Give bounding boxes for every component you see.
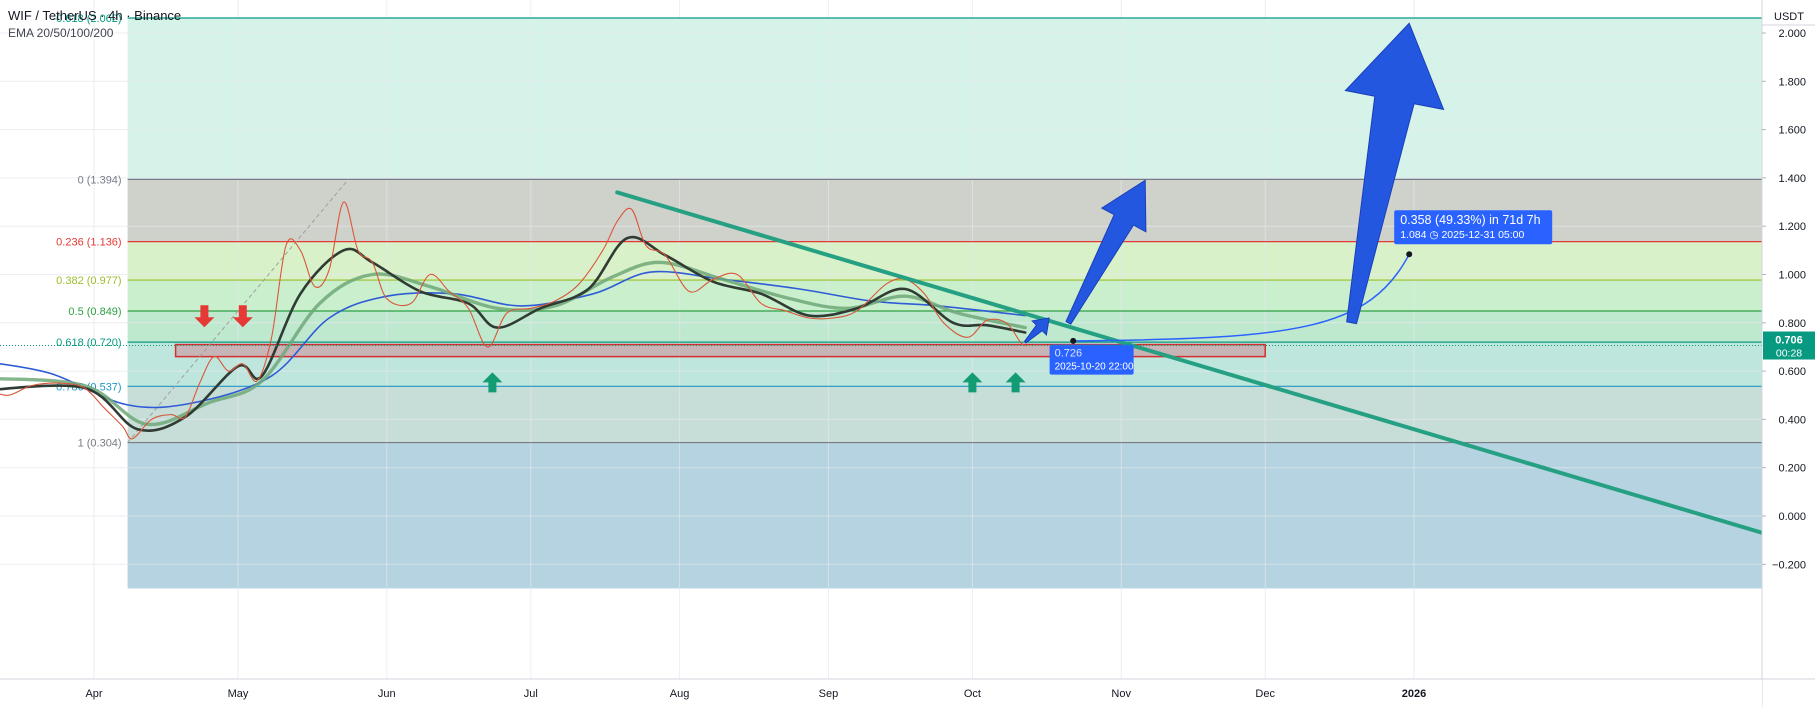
red-down-arrow-1 xyxy=(232,305,253,328)
bar-countdown: 00:28 xyxy=(1776,348,1802,360)
current-price: 0.706 xyxy=(1775,335,1803,347)
fib-label-6: 1 (0.304) xyxy=(78,438,122,450)
green-up-arrow-1 xyxy=(962,372,983,393)
cursor-tooltip-time: 2025-10-20 22:00 xyxy=(1055,362,1134,373)
y-tick-label-3: 0.400 xyxy=(1778,414,1806,426)
fib-zone-6 xyxy=(127,386,1763,443)
projection-start-dot xyxy=(1070,337,1077,344)
indicator-label: EMA 20/50/100/200 xyxy=(8,26,114,40)
blue-up-arrow-0 xyxy=(1065,179,1147,325)
fib-label-3: 0.5 (0.849) xyxy=(68,306,121,318)
x-tick-label-6: Oct xyxy=(964,688,981,700)
y-tick-label-0: −0.200 xyxy=(1772,559,1806,571)
y-tick-label-4: 0.600 xyxy=(1778,366,1806,378)
grid xyxy=(0,0,1762,679)
y-tick-label-7: 1.200 xyxy=(1778,221,1806,233)
x-tick-label-5: Sep xyxy=(819,688,839,700)
series-0 xyxy=(0,201,1026,440)
y-ticks: −0.200 0.000 0.200 0.400 0.600 0.800 1.000 1.20… xyxy=(1762,28,1806,571)
fib-background xyxy=(127,18,1763,589)
x-tick-label-4: Aug xyxy=(670,688,690,700)
blue-up-arrow-1 xyxy=(1344,22,1445,325)
currency-label: USDT xyxy=(1774,11,1804,23)
x-tick-label-9: 2026 xyxy=(1402,688,1426,700)
support-zone xyxy=(174,343,1266,358)
series-1 xyxy=(0,235,1027,433)
y-tick-label-9: 1.600 xyxy=(1778,125,1806,137)
fib-label-1: 0.236 (1.136) xyxy=(56,237,121,249)
projection-sublabel: 1.084 ◷ 2025-12-31 05:00 xyxy=(1400,229,1524,241)
fib-label-2: 0.382 (0.977) xyxy=(56,275,121,287)
fib-levels: 0 (1.394) 0.236 (1.136) 0.382 (0.977) 0.5 (… xyxy=(52,13,1762,450)
cursor-tooltip-box xyxy=(1049,344,1134,375)
y-tick-label-2: 0.200 xyxy=(1778,463,1806,475)
fib-label-7: -0.618 (2.062) xyxy=(52,13,121,25)
price-axis[interactable]: −0.200 0.000 0.200 0.400 0.600 0.800 1.000 1.20… xyxy=(1761,0,1815,707)
projection-label: 0.358 (49.33%) in 71d 7h xyxy=(1400,213,1540,227)
projection-curve xyxy=(1073,253,1410,342)
drawings-layer: 0.358 (49.33%) in 71d 7h 1.084 ◷ 2025-12-… xyxy=(0,22,1781,540)
y-tick-label-11: 2.000 xyxy=(1778,28,1806,40)
blue-up-arrow-2 xyxy=(1023,317,1050,344)
green-up-arrow-2 xyxy=(1005,372,1026,393)
x-tick-label-2: Jun xyxy=(378,688,396,700)
y-tick-label-5: 0.800 xyxy=(1778,318,1806,330)
series-3 xyxy=(0,270,1026,409)
y-tick-label-8: 1.400 xyxy=(1778,173,1806,185)
x-tick-label-7: Nov xyxy=(1111,688,1131,700)
fib-zone-2 xyxy=(127,241,1763,281)
x-ticks: Apr May Jun Jul Aug Sep Oct Nov Dec 2026 xyxy=(85,688,1426,700)
x-tick-label-1: May xyxy=(228,688,249,700)
red-down-arrow-0 xyxy=(194,305,215,328)
fib-label-4: 0.618 (0.720) xyxy=(56,337,121,349)
projection-label-box xyxy=(1394,210,1553,245)
support-zone-layer xyxy=(127,179,1266,443)
current-price-badge: 0.706 00:28 xyxy=(1763,331,1815,360)
descending-trendline xyxy=(615,190,1781,540)
series-layer xyxy=(0,201,1027,440)
x-tick-label-3: Jul xyxy=(524,688,538,700)
cursor-tooltip-value: 0.726 xyxy=(1055,348,1083,360)
symbol-title: WIF / TetherUS · 4h · Binance xyxy=(8,8,181,23)
projection-end-dot xyxy=(1406,251,1413,258)
fib-anchor-line xyxy=(127,179,349,443)
y-tick-label-6: 1.000 xyxy=(1778,270,1806,282)
green-up-arrow-0 xyxy=(482,372,503,393)
x-tick-label-8: Dec xyxy=(1255,688,1275,700)
chart-legend: WIF / TetherUS · 4h · Binance EMA 20/50/… xyxy=(8,8,181,40)
fib-zone-0 xyxy=(127,18,1763,180)
fib-label-0: 0 (1.394) xyxy=(78,174,122,186)
y-tick-label-1: 0.000 xyxy=(1778,511,1806,523)
y-tick-label-10: 1.800 xyxy=(1778,76,1806,88)
x-tick-label-0: Apr xyxy=(85,688,102,700)
time-axis[interactable]: Apr May Jun Jul Aug Sep Oct Nov Dec 2026 xyxy=(0,678,1815,707)
